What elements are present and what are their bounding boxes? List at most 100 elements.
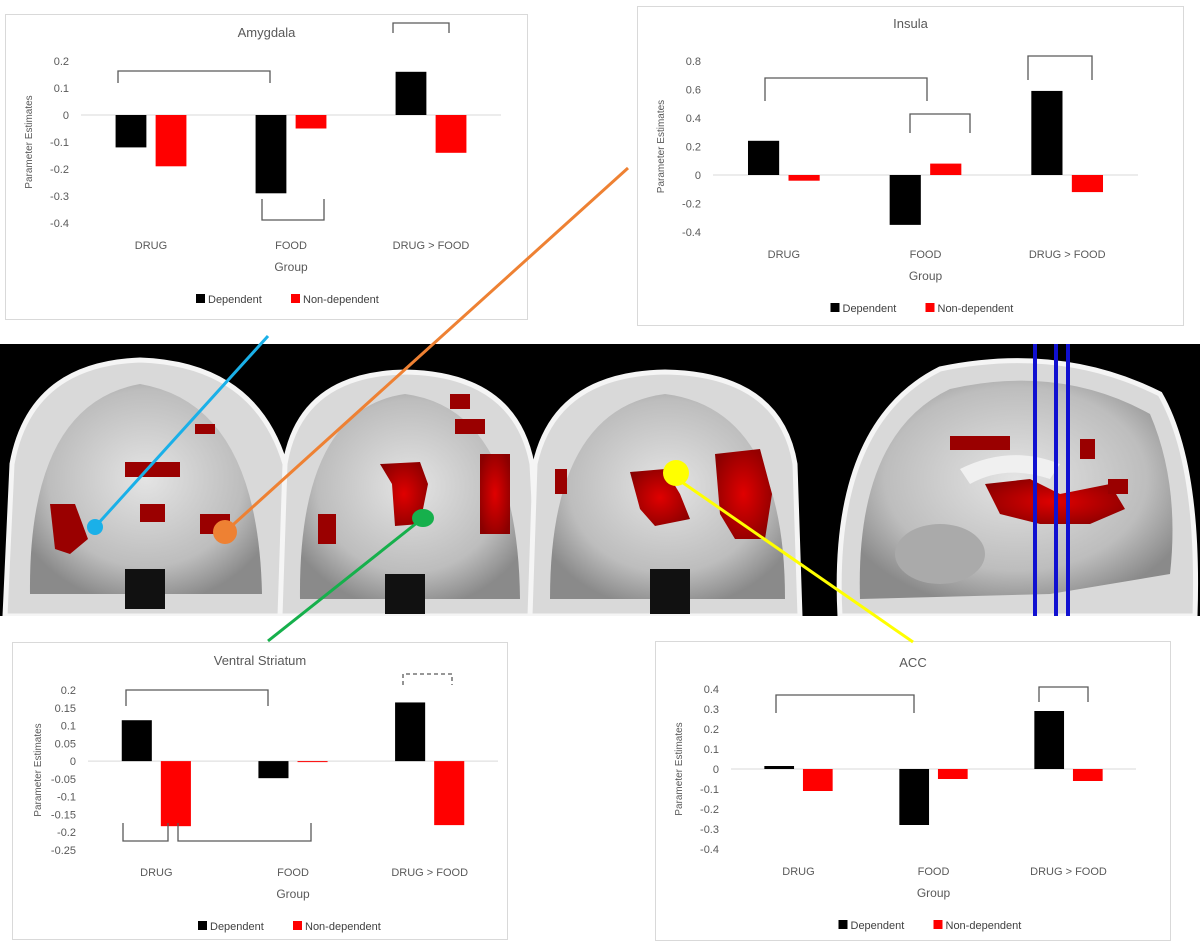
significance-bracket — [117, 70, 271, 83]
acc-chart-panel: 0.4 0.3 0.2 0.1 0 -0.1 -0.2 -0.3 -0.4 Parameter E… — [655, 641, 1171, 941]
y-tick-label: 0.15 — [55, 703, 76, 715]
y-tick-label: -0.4 — [50, 218, 69, 230]
legend-non-dependent-swatch — [293, 921, 302, 930]
y-tick-label: -0.3 — [700, 824, 719, 836]
y-tick-label: 0.2 — [704, 724, 719, 736]
dependent-bar — [121, 720, 152, 762]
y-tick-label: 0.6 — [686, 85, 701, 97]
non-dependent-bar — [937, 769, 968, 779]
legend-dependent-label: Dependent — [208, 294, 262, 306]
y-tick-label: 0.8 — [686, 56, 701, 68]
y-tick-label: 0 — [695, 170, 701, 182]
y-axis-label: Parameter Estimates — [674, 722, 685, 815]
non-dependent-bar — [160, 761, 191, 827]
non-dependent-bar — [297, 761, 328, 763]
y-tick-label: 0 — [713, 764, 719, 776]
significance-bracket — [1038, 686, 1089, 702]
y-tick-label: 0 — [70, 756, 76, 768]
y-axis-label: Parameter Estimates — [33, 723, 44, 816]
y-tick-label: -0.05 — [51, 774, 76, 786]
y-tick-label: -0.2 — [682, 199, 701, 211]
insula-chart-panel: 0.8 0.6 0.4 0.2 0 -0.2 -0.4 Parameter Estimates… — [637, 6, 1184, 326]
acc-plot: 0.4 0.3 0.2 0.1 0 -0.1 -0.2 -0.3 -0.4 Parameter E… — [674, 684, 1136, 932]
y-tick-label: 0.3 — [704, 704, 719, 716]
legend-non-dependent-label: Non-dependent — [303, 294, 379, 306]
x-category-label: DRUG — [782, 866, 814, 878]
y-tick-label: 0.05 — [55, 738, 76, 750]
ventral-striatum-chart-panel: 0.2 0.15 0.1 0.05 0 -0.05 -0.1 -0.15 -0.2 -0.25 Pa… — [12, 642, 508, 940]
significance-bracket — [177, 823, 312, 842]
non-dependent-bar — [1072, 769, 1103, 781]
brain-mri-strip — [0, 344, 1200, 616]
x-category-label: DRUG — [135, 240, 167, 252]
dependent-bar — [115, 115, 147, 148]
y-axis-label: Parameter Estimates — [24, 95, 35, 188]
x-axis-label: Group — [917, 886, 951, 900]
dependent-bar — [258, 761, 289, 779]
y-tick-label: 0.2 — [54, 56, 69, 68]
legend-dependent-swatch — [198, 921, 207, 930]
y-tick-label: -0.1 — [50, 137, 69, 149]
non-dependent-bar — [788, 175, 820, 181]
significance-bracket — [122, 823, 169, 842]
dependent-bar — [889, 175, 921, 225]
legend-non-dependent-swatch — [291, 294, 300, 303]
non-dependent-bar — [435, 115, 467, 153]
y-tick-label: 0.1 — [61, 721, 76, 733]
x-category-label: FOOD — [918, 866, 950, 878]
insula-plot: 0.8 0.6 0.4 0.2 0 -0.2 -0.4 Parameter Estimates… — [656, 55, 1138, 315]
significance-bracket — [125, 689, 269, 706]
non-dependent-bar — [434, 761, 465, 826]
dependent-bar — [747, 140, 780, 175]
legend-non-dependent-swatch — [925, 303, 935, 312]
x-category-label: DRUG — [140, 867, 172, 879]
sagittal-slice — [836, 358, 1199, 616]
significance-bracket — [392, 22, 450, 33]
non-dependent-bar — [295, 115, 327, 129]
brain-slices-image — [2, 344, 1199, 616]
x-category-label: DRUG > FOOD — [1030, 866, 1107, 878]
y-tick-label: 0 — [63, 110, 69, 122]
amygdala-plot: 0.2 0.1 0 -0.1 -0.2 -0.3 -0.4 Parameter Estimat… — [24, 22, 501, 306]
y-tick-label: -0.4 — [700, 844, 719, 856]
y-tick-label: 0.1 — [704, 744, 719, 756]
legend-dependent-swatch — [838, 920, 848, 929]
significance-bracket — [261, 199, 325, 221]
significance-bracket — [764, 77, 928, 101]
legend-dependent-swatch — [830, 303, 840, 312]
dependent-bar — [899, 769, 930, 825]
y-tick-label: -0.15 — [51, 809, 76, 821]
x-category-label: DRUG > FOOD — [1029, 249, 1106, 261]
ventral_striatum-plot: 0.2 0.15 0.1 0.05 0 -0.05 -0.1 -0.15 -0.2 -0.25 Pa… — [33, 673, 498, 933]
legend-non-dependent-label: Non-dependent — [946, 920, 1022, 932]
dependent-bar — [255, 115, 287, 194]
x-axis-label: Group — [274, 260, 308, 274]
dependent-bar — [764, 766, 795, 769]
significance-bracket — [775, 694, 915, 713]
dependent-bar — [395, 71, 427, 115]
legend-dependent-label: Dependent — [843, 303, 897, 315]
y-tick-label: 0.4 — [686, 113, 701, 125]
y-tick-label: -0.2 — [700, 804, 719, 816]
insula-chart-title: Insula — [893, 16, 928, 31]
legend-non-dependent-label: Non-dependent — [938, 303, 1014, 315]
y-tick-label: 0.1 — [54, 83, 69, 95]
legend-dependent-label: Dependent — [210, 921, 264, 933]
x-category-label: FOOD — [910, 249, 942, 261]
amygdala-chart-title: Amygdala — [237, 25, 296, 40]
x-axis-label: Group — [276, 887, 310, 901]
y-tick-label: -0.25 — [51, 845, 76, 857]
y-tick-label: 0.2 — [61, 685, 76, 697]
y-tick-label: 0.2 — [686, 142, 701, 154]
x-category-label: DRUG > FOOD — [391, 867, 468, 879]
y-tick-label: -0.3 — [50, 191, 69, 203]
x-category-label: DRUG — [768, 249, 800, 261]
x-category-label: FOOD — [275, 240, 307, 252]
non-dependent-bar — [930, 163, 962, 175]
non-dependent-bar — [1071, 175, 1104, 193]
slice-position-lines — [1033, 344, 1070, 616]
non-dependent-bar — [802, 769, 833, 791]
legend-dependent-label: Dependent — [851, 920, 905, 932]
coronal-slice-1 — [2, 357, 298, 616]
acc-chart-title: ACC — [899, 655, 927, 670]
